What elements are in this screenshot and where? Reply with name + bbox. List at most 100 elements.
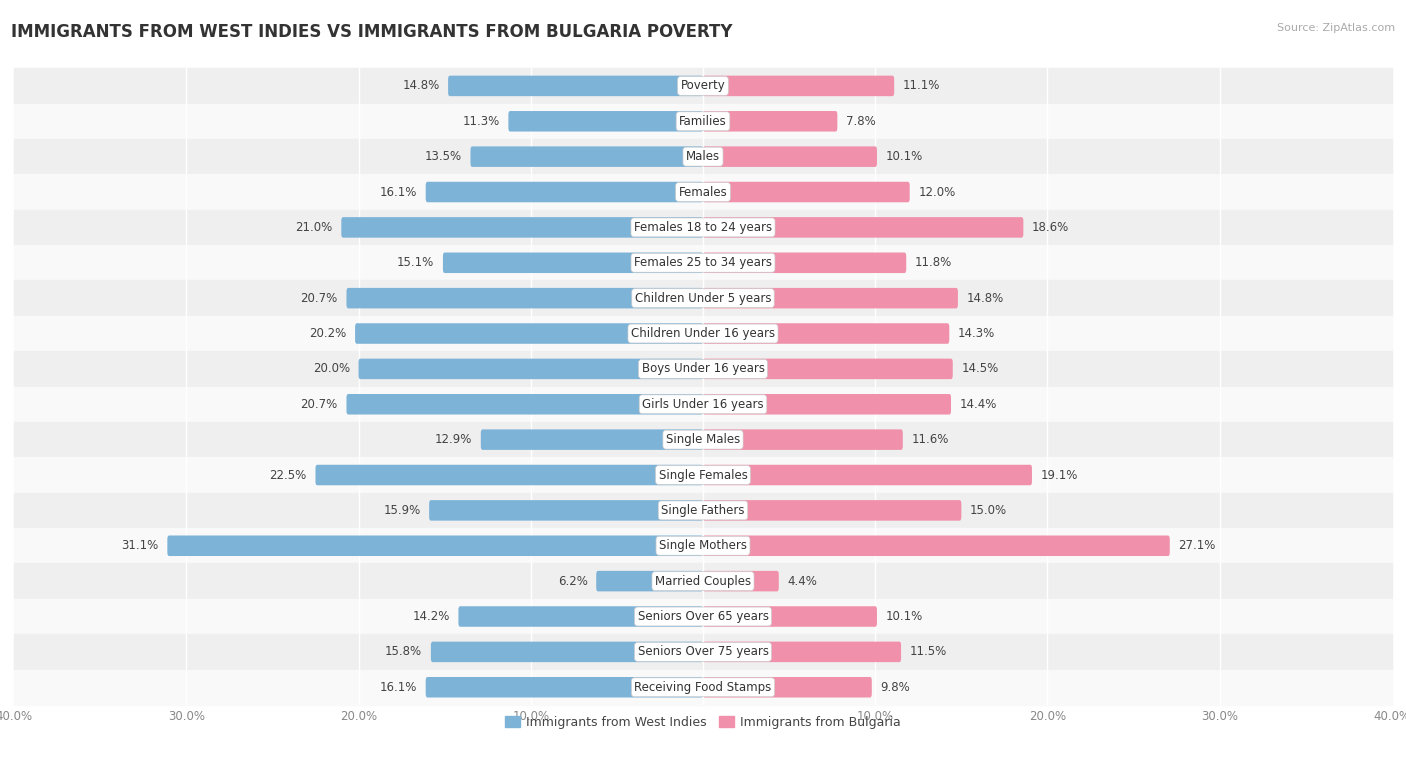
FancyBboxPatch shape [359,359,703,379]
Text: Married Couples: Married Couples [655,575,751,587]
Text: Single Females: Single Females [658,468,748,481]
Text: 14.8%: 14.8% [402,80,440,92]
FancyBboxPatch shape [703,252,907,273]
Text: Females: Females [679,186,727,199]
FancyBboxPatch shape [342,217,703,238]
Text: 31.1%: 31.1% [121,539,159,553]
Text: 10.1%: 10.1% [886,150,922,163]
Text: Families: Families [679,114,727,128]
Text: 15.9%: 15.9% [384,504,420,517]
FancyBboxPatch shape [315,465,703,485]
Bar [14,634,1392,669]
FancyBboxPatch shape [703,111,838,132]
Text: 6.2%: 6.2% [558,575,588,587]
Text: 11.8%: 11.8% [915,256,952,269]
Text: 20.7%: 20.7% [301,292,337,305]
FancyBboxPatch shape [449,76,703,96]
FancyBboxPatch shape [703,288,957,309]
Text: Females 25 to 34 years: Females 25 to 34 years [634,256,772,269]
Text: 13.5%: 13.5% [425,150,461,163]
FancyBboxPatch shape [703,217,1024,238]
Bar [14,457,1392,493]
Text: Receiving Food Stamps: Receiving Food Stamps [634,681,772,694]
Text: Females 18 to 24 years: Females 18 to 24 years [634,221,772,234]
Text: 19.1%: 19.1% [1040,468,1078,481]
Text: 14.2%: 14.2% [412,610,450,623]
Legend: Immigrants from West Indies, Immigrants from Bulgaria: Immigrants from West Indies, Immigrants … [499,711,907,734]
FancyBboxPatch shape [471,146,703,167]
FancyBboxPatch shape [458,606,703,627]
Bar [14,563,1392,599]
Text: Boys Under 16 years: Boys Under 16 years [641,362,765,375]
Text: 15.1%: 15.1% [396,256,434,269]
Text: 11.5%: 11.5% [910,645,946,659]
Text: Source: ZipAtlas.com: Source: ZipAtlas.com [1277,23,1395,33]
Bar [14,139,1392,174]
Text: 11.3%: 11.3% [463,114,499,128]
Bar [14,528,1392,563]
Text: 14.3%: 14.3% [957,327,995,340]
Text: 10.1%: 10.1% [886,610,922,623]
Bar [14,422,1392,457]
Text: 21.0%: 21.0% [295,221,333,234]
Bar [14,387,1392,422]
Text: Single Fathers: Single Fathers [661,504,745,517]
FancyBboxPatch shape [703,641,901,662]
FancyBboxPatch shape [703,146,877,167]
FancyBboxPatch shape [703,465,1032,485]
FancyBboxPatch shape [481,429,703,450]
Text: Males: Males [686,150,720,163]
Text: Children Under 16 years: Children Under 16 years [631,327,775,340]
Bar [14,280,1392,316]
FancyBboxPatch shape [703,76,894,96]
Text: 11.1%: 11.1% [903,80,941,92]
Text: IMMIGRANTS FROM WEST INDIES VS IMMIGRANTS FROM BULGARIA POVERTY: IMMIGRANTS FROM WEST INDIES VS IMMIGRANT… [11,23,733,41]
FancyBboxPatch shape [703,677,872,697]
Bar [14,245,1392,280]
Text: 9.8%: 9.8% [880,681,910,694]
FancyBboxPatch shape [703,394,950,415]
FancyBboxPatch shape [426,182,703,202]
Text: 14.8%: 14.8% [966,292,1004,305]
FancyBboxPatch shape [426,677,703,697]
Text: Seniors Over 65 years: Seniors Over 65 years [637,610,769,623]
FancyBboxPatch shape [703,429,903,450]
Text: 12.9%: 12.9% [434,433,472,446]
Text: 18.6%: 18.6% [1032,221,1069,234]
Text: Single Mothers: Single Mothers [659,539,747,553]
Bar [14,669,1392,705]
FancyBboxPatch shape [703,535,1170,556]
Bar [14,68,1392,104]
Text: 12.0%: 12.0% [918,186,956,199]
Text: Poverty: Poverty [681,80,725,92]
FancyBboxPatch shape [167,535,703,556]
Text: Children Under 5 years: Children Under 5 years [634,292,772,305]
FancyBboxPatch shape [346,288,703,309]
Text: 11.6%: 11.6% [911,433,949,446]
Text: 15.8%: 15.8% [385,645,422,659]
FancyBboxPatch shape [703,571,779,591]
FancyBboxPatch shape [596,571,703,591]
Bar [14,351,1392,387]
Text: 20.2%: 20.2% [309,327,346,340]
FancyBboxPatch shape [703,323,949,344]
FancyBboxPatch shape [703,606,877,627]
Text: 27.1%: 27.1% [1178,539,1216,553]
Text: 22.5%: 22.5% [270,468,307,481]
Bar [14,210,1392,245]
Text: 16.1%: 16.1% [380,681,418,694]
Text: Seniors Over 75 years: Seniors Over 75 years [637,645,769,659]
FancyBboxPatch shape [703,182,910,202]
FancyBboxPatch shape [429,500,703,521]
Text: 4.4%: 4.4% [787,575,817,587]
FancyBboxPatch shape [356,323,703,344]
Text: Single Males: Single Males [666,433,740,446]
FancyBboxPatch shape [703,359,953,379]
Text: 15.0%: 15.0% [970,504,1007,517]
FancyBboxPatch shape [509,111,703,132]
FancyBboxPatch shape [703,500,962,521]
FancyBboxPatch shape [346,394,703,415]
FancyBboxPatch shape [430,641,703,662]
Text: 14.4%: 14.4% [960,398,997,411]
Text: 7.8%: 7.8% [846,114,876,128]
